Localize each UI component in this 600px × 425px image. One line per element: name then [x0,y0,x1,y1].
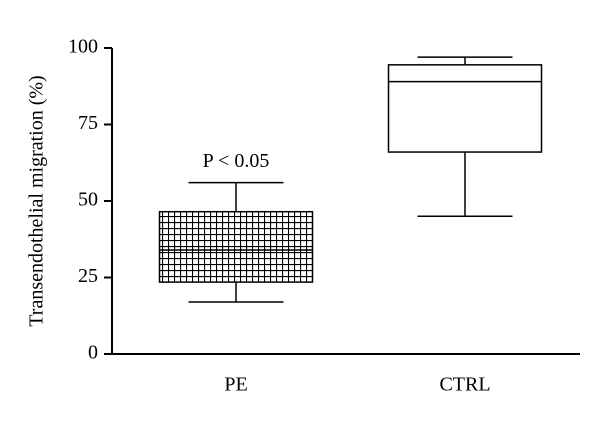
y-tick-label: 25 [78,265,98,287]
y-tick-label: 50 [78,189,98,211]
y-tick-label: 100 [68,36,98,58]
box [158,210,314,283]
box [387,64,543,153]
y-tick-label: 75 [78,112,98,134]
x-tick-label: PE [224,374,247,396]
y-tick-label: 0 [88,342,98,364]
x-tick-label: CTRL [439,374,490,396]
annotation: P < 0.05 [203,150,270,172]
y-axis-title: Transendothelial migration (%) [26,75,48,326]
